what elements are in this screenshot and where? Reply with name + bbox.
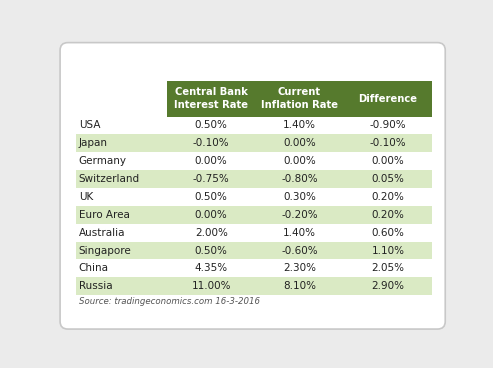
Text: 2.05%: 2.05% — [371, 263, 404, 273]
Text: Japan: Japan — [79, 138, 107, 148]
Text: 0.50%: 0.50% — [195, 245, 228, 255]
Text: UK: UK — [79, 192, 93, 202]
Text: 2.90%: 2.90% — [371, 281, 404, 291]
Bar — [75, 152, 432, 170]
Bar — [344, 81, 432, 117]
Text: 2.30%: 2.30% — [283, 263, 316, 273]
Text: 0.00%: 0.00% — [195, 156, 228, 166]
Text: -0.10%: -0.10% — [193, 138, 230, 148]
Bar — [75, 206, 432, 224]
Bar — [75, 188, 432, 206]
Text: Switzerland: Switzerland — [79, 174, 140, 184]
Text: 0.00%: 0.00% — [283, 156, 316, 166]
Text: USA: USA — [79, 120, 100, 131]
Text: 0.00%: 0.00% — [372, 156, 404, 166]
Text: Central Bank
Interest Rate: Central Bank Interest Rate — [174, 88, 248, 110]
Text: 0.50%: 0.50% — [195, 192, 228, 202]
Text: Current
Inflation Rate: Current Inflation Rate — [261, 88, 338, 110]
Text: 0.05%: 0.05% — [371, 174, 404, 184]
Text: Germany: Germany — [79, 156, 127, 166]
Text: 0.20%: 0.20% — [371, 192, 404, 202]
Text: 1.40%: 1.40% — [283, 228, 316, 238]
Text: 1.10%: 1.10% — [371, 245, 404, 255]
Bar — [75, 277, 432, 295]
Text: -0.75%: -0.75% — [193, 174, 230, 184]
Text: 0.20%: 0.20% — [371, 210, 404, 220]
Bar — [75, 241, 432, 259]
Text: 4.35%: 4.35% — [195, 263, 228, 273]
Text: 0.60%: 0.60% — [371, 228, 404, 238]
Text: 8.10%: 8.10% — [283, 281, 316, 291]
Bar — [167, 81, 255, 117]
Bar — [75, 259, 432, 277]
Bar — [75, 224, 432, 241]
Text: Difference: Difference — [358, 94, 418, 104]
Text: 11.00%: 11.00% — [191, 281, 231, 291]
Text: -0.80%: -0.80% — [281, 174, 318, 184]
Text: Australia: Australia — [79, 228, 125, 238]
Text: 1.40%: 1.40% — [283, 120, 316, 131]
FancyBboxPatch shape — [60, 43, 445, 329]
Text: -0.20%: -0.20% — [281, 210, 318, 220]
Bar — [75, 134, 432, 152]
Text: -0.10%: -0.10% — [370, 138, 406, 148]
Text: 0.30%: 0.30% — [283, 192, 316, 202]
Text: 0.00%: 0.00% — [195, 210, 228, 220]
Bar — [75, 117, 432, 134]
Text: Russia: Russia — [79, 281, 112, 291]
Text: Source: tradingeconomics.com 16-3-2016: Source: tradingeconomics.com 16-3-2016 — [79, 297, 260, 306]
Text: Euro Area: Euro Area — [79, 210, 130, 220]
Bar — [255, 81, 344, 117]
Text: Singapore: Singapore — [79, 245, 132, 255]
Text: 0.00%: 0.00% — [283, 138, 316, 148]
Text: China: China — [79, 263, 108, 273]
Text: -0.90%: -0.90% — [370, 120, 406, 131]
Bar — [75, 170, 432, 188]
Text: 0.50%: 0.50% — [195, 120, 228, 131]
Text: 2.00%: 2.00% — [195, 228, 228, 238]
Text: -0.60%: -0.60% — [281, 245, 318, 255]
